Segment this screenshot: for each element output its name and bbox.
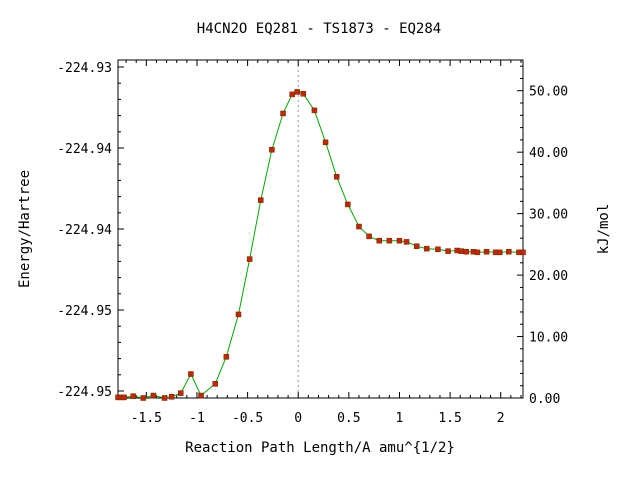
data-point bbox=[280, 110, 286, 117]
data-point bbox=[520, 249, 526, 256]
data-point bbox=[198, 392, 204, 399]
y-right-tick-label: 10.00 bbox=[529, 331, 568, 346]
data-point bbox=[168, 394, 175, 400]
y-left-tick-label: -224.94 bbox=[57, 142, 112, 157]
x-tick-label: 2 bbox=[497, 411, 505, 426]
data-point bbox=[345, 201, 351, 208]
x-tick-label: 0.5 bbox=[337, 411, 360, 426]
y-right-tick-label: 0.00 bbox=[529, 392, 560, 407]
y-left-tick-label: -224.94 bbox=[57, 223, 112, 238]
x-tick-label: -0.5 bbox=[232, 411, 263, 426]
data-point bbox=[178, 390, 184, 396]
axis-ticks: -1.5 -1 -0.5 0 0.5 1 1.5 20.0010.0020.0030.0040… bbox=[57, 60, 568, 426]
x-tick-label: -1 bbox=[189, 411, 205, 426]
data-point bbox=[161, 395, 168, 401]
data-point bbox=[212, 381, 218, 387]
x-tick-label: -1.5 bbox=[131, 411, 162, 426]
data-point bbox=[333, 174, 340, 180]
data-point bbox=[376, 237, 382, 244]
data-point bbox=[458, 248, 464, 254]
data-point bbox=[235, 311, 242, 318]
data-point bbox=[322, 139, 329, 146]
data-point bbox=[463, 248, 470, 255]
data-point bbox=[396, 237, 403, 244]
data-point bbox=[413, 243, 420, 249]
y-axis-right-label: kJ/mol bbox=[596, 204, 612, 255]
y-right-tick-label: 20.00 bbox=[529, 269, 568, 284]
x-tick-label: 1.5 bbox=[438, 411, 461, 426]
data-point bbox=[483, 248, 490, 255]
data-point bbox=[424, 245, 430, 252]
plot-frame bbox=[117, 59, 524, 399]
data-point bbox=[140, 395, 147, 401]
data-point bbox=[130, 393, 136, 399]
data-point bbox=[223, 354, 230, 360]
data-point bbox=[121, 394, 127, 401]
data-point bbox=[496, 249, 503, 256]
y-left-tick-label: -224.93 bbox=[57, 61, 112, 76]
data-points bbox=[115, 89, 526, 401]
y-right-tick-label: 30.00 bbox=[529, 208, 568, 223]
data-point bbox=[246, 256, 253, 262]
data-point bbox=[445, 248, 451, 254]
x-tick-label: 0 bbox=[294, 411, 302, 426]
x-axis-label: Reaction Path Length/A amu^{1/2} bbox=[185, 440, 455, 456]
data-point bbox=[258, 197, 264, 203]
x-tick-label: 1 bbox=[396, 411, 404, 426]
chart-title: H4CN2O EQ281 - TS1873 - EQ284 bbox=[197, 21, 441, 37]
energy-curve bbox=[118, 91, 523, 399]
y-right-tick-label: 50.00 bbox=[529, 85, 568, 100]
data-point bbox=[356, 223, 362, 230]
data-point bbox=[269, 146, 275, 153]
data-point bbox=[366, 233, 372, 240]
data-point bbox=[474, 249, 481, 256]
data-point bbox=[289, 91, 295, 98]
data-point bbox=[294, 89, 300, 95]
y-axis-left-label: Energy/Hartree bbox=[17, 170, 33, 288]
y-right-tick-label: 40.00 bbox=[529, 146, 568, 161]
data-point bbox=[435, 246, 441, 253]
data-point bbox=[386, 237, 393, 244]
y-left-tick-label: -224.95 bbox=[57, 385, 112, 400]
data-point bbox=[150, 392, 157, 399]
data-point bbox=[403, 239, 410, 245]
data-point bbox=[188, 371, 194, 377]
data-point bbox=[506, 248, 512, 255]
data-point bbox=[300, 91, 307, 97]
data-point bbox=[311, 107, 318, 114]
y-left-tick-label: -224.95 bbox=[57, 304, 112, 319]
